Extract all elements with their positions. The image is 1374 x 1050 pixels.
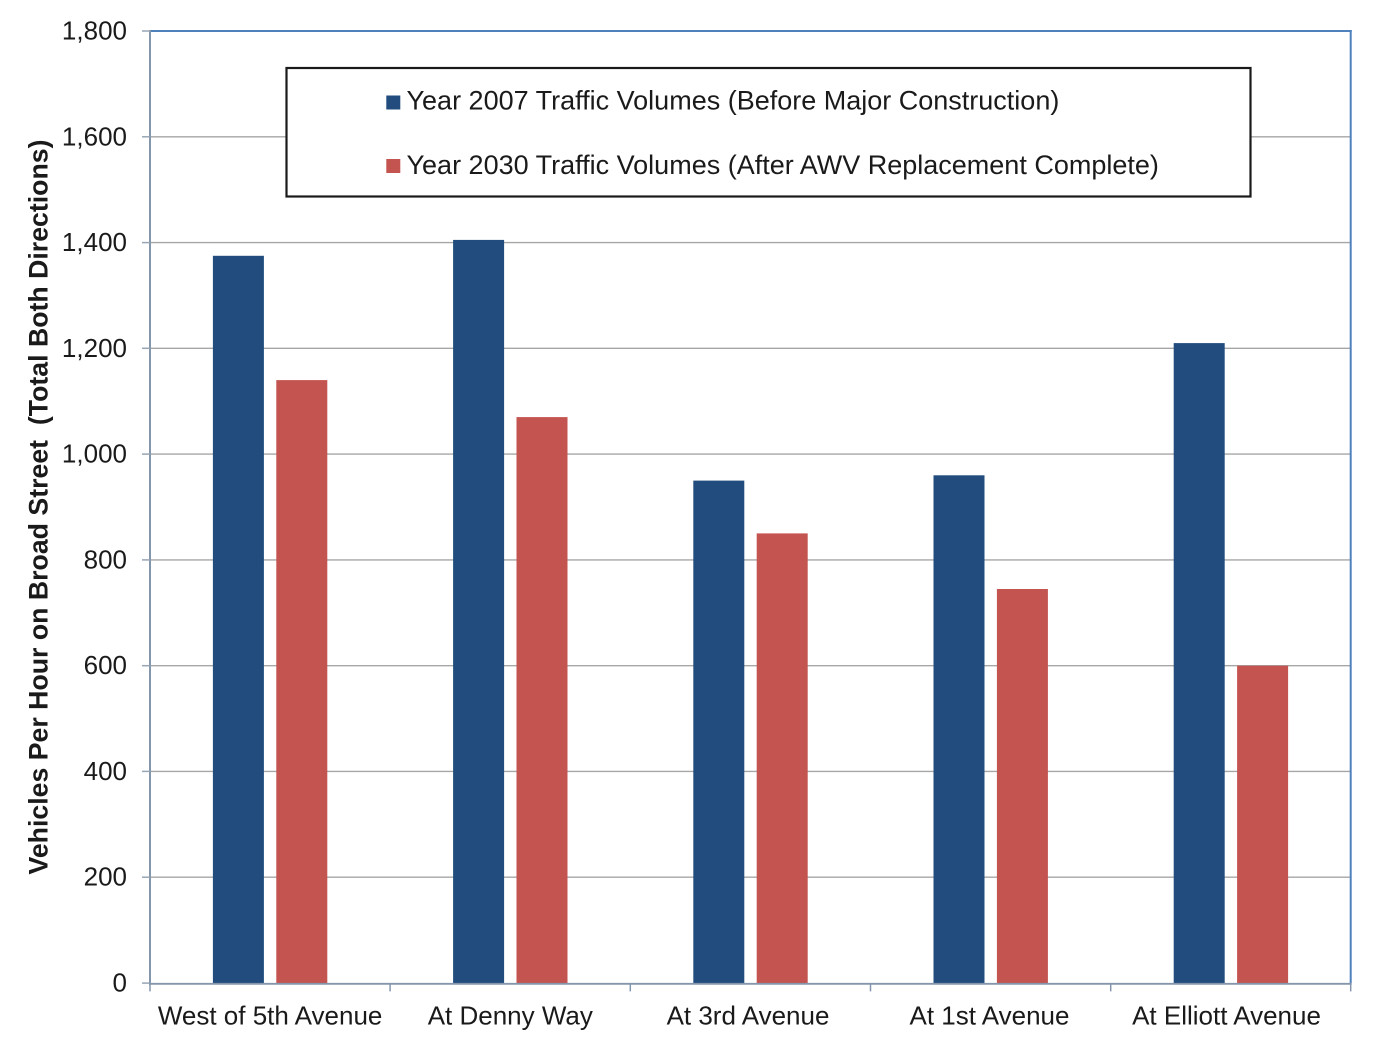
svg-text:At Denny Way: At Denny Way	[428, 1001, 593, 1031]
svg-text:At Elliott Avenue: At Elliott Avenue	[1132, 1001, 1321, 1031]
svg-text:1,200: 1,200	[62, 333, 127, 363]
svg-text:At 3rd Avenue: At 3rd Avenue	[667, 1001, 830, 1031]
svg-text:Vehicles Per Hour on Broad Str: Vehicles Per Hour on Broad Street (Total…	[24, 139, 54, 874]
svg-text:800: 800	[84, 544, 127, 574]
svg-text:1,000: 1,000	[62, 439, 127, 469]
svg-text:At 1st Avenue: At 1st Avenue	[910, 1001, 1070, 1031]
svg-text:1,400: 1,400	[62, 227, 127, 257]
svg-text:Year 2007 Traffic Volumes (Bef: Year 2007 Traffic Volumes (Before Major …	[407, 85, 1060, 115]
svg-text:Year 2030 Traffic Volumes (Aft: Year 2030 Traffic Volumes (After AWV Rep…	[407, 150, 1159, 180]
svg-text:600: 600	[84, 650, 127, 680]
svg-text:1,600: 1,600	[62, 121, 127, 151]
svg-text:400: 400	[84, 756, 127, 786]
svg-text:0: 0	[113, 968, 127, 998]
svg-text:200: 200	[84, 862, 127, 892]
svg-text:West of 5th Avenue: West of 5th Avenue	[158, 1001, 383, 1031]
svg-text:1,800: 1,800	[62, 16, 127, 46]
